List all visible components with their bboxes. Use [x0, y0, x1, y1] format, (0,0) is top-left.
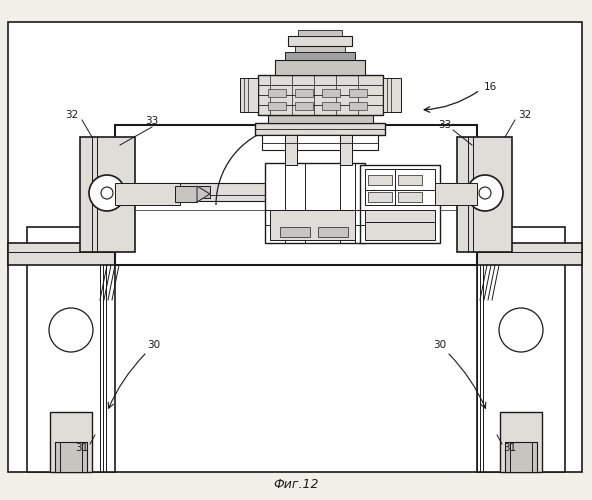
Bar: [500, 412, 542, 472]
Circle shape: [49, 308, 93, 352]
Text: 32: 32: [519, 110, 532, 120]
Circle shape: [479, 187, 491, 199]
Bar: [275, 60, 365, 75]
Circle shape: [89, 175, 125, 211]
Circle shape: [467, 175, 503, 211]
Bar: [383, 78, 401, 112]
Bar: [27, 227, 115, 472]
Text: 31: 31: [503, 443, 517, 453]
Bar: [255, 123, 385, 135]
Text: 16: 16: [484, 82, 497, 92]
Bar: [280, 227, 310, 237]
Bar: [368, 175, 392, 185]
Text: 33: 33: [438, 120, 452, 130]
Bar: [398, 192, 422, 202]
Bar: [288, 36, 352, 46]
Bar: [268, 115, 373, 123]
Circle shape: [499, 308, 543, 352]
Bar: [349, 89, 367, 97]
Bar: [50, 412, 92, 472]
Bar: [360, 165, 440, 243]
Bar: [115, 183, 477, 201]
Bar: [285, 52, 355, 60]
Bar: [262, 135, 378, 150]
Bar: [365, 169, 435, 205]
Bar: [457, 137, 512, 252]
Text: 33: 33: [146, 116, 159, 126]
Bar: [80, 137, 135, 252]
Text: 32: 32: [65, 110, 79, 120]
Bar: [8, 243, 582, 265]
Bar: [115, 186, 210, 198]
Bar: [349, 102, 367, 110]
Bar: [412, 183, 477, 205]
Bar: [175, 186, 197, 202]
Bar: [318, 227, 348, 237]
Bar: [398, 175, 422, 185]
Bar: [268, 89, 286, 97]
Bar: [295, 89, 313, 97]
Circle shape: [101, 187, 113, 199]
Polygon shape: [197, 186, 210, 202]
Bar: [295, 46, 345, 52]
Bar: [115, 125, 477, 265]
Text: 31: 31: [75, 443, 89, 453]
Bar: [55, 442, 87, 472]
Bar: [285, 135, 297, 165]
Bar: [322, 102, 340, 110]
Bar: [340, 135, 352, 165]
Bar: [295, 102, 313, 110]
Bar: [298, 30, 342, 36]
Text: 30: 30: [147, 340, 160, 350]
Bar: [477, 227, 565, 472]
Bar: [268, 102, 286, 110]
Bar: [365, 210, 435, 240]
Bar: [270, 210, 355, 240]
Bar: [505, 442, 537, 472]
Bar: [322, 89, 340, 97]
Bar: [380, 189, 477, 201]
Bar: [265, 163, 365, 243]
Bar: [115, 183, 180, 205]
Text: Фиг.12: Фиг.12: [274, 478, 318, 490]
Bar: [240, 78, 258, 112]
Bar: [258, 75, 383, 115]
Text: 30: 30: [433, 340, 446, 350]
Bar: [368, 192, 392, 202]
